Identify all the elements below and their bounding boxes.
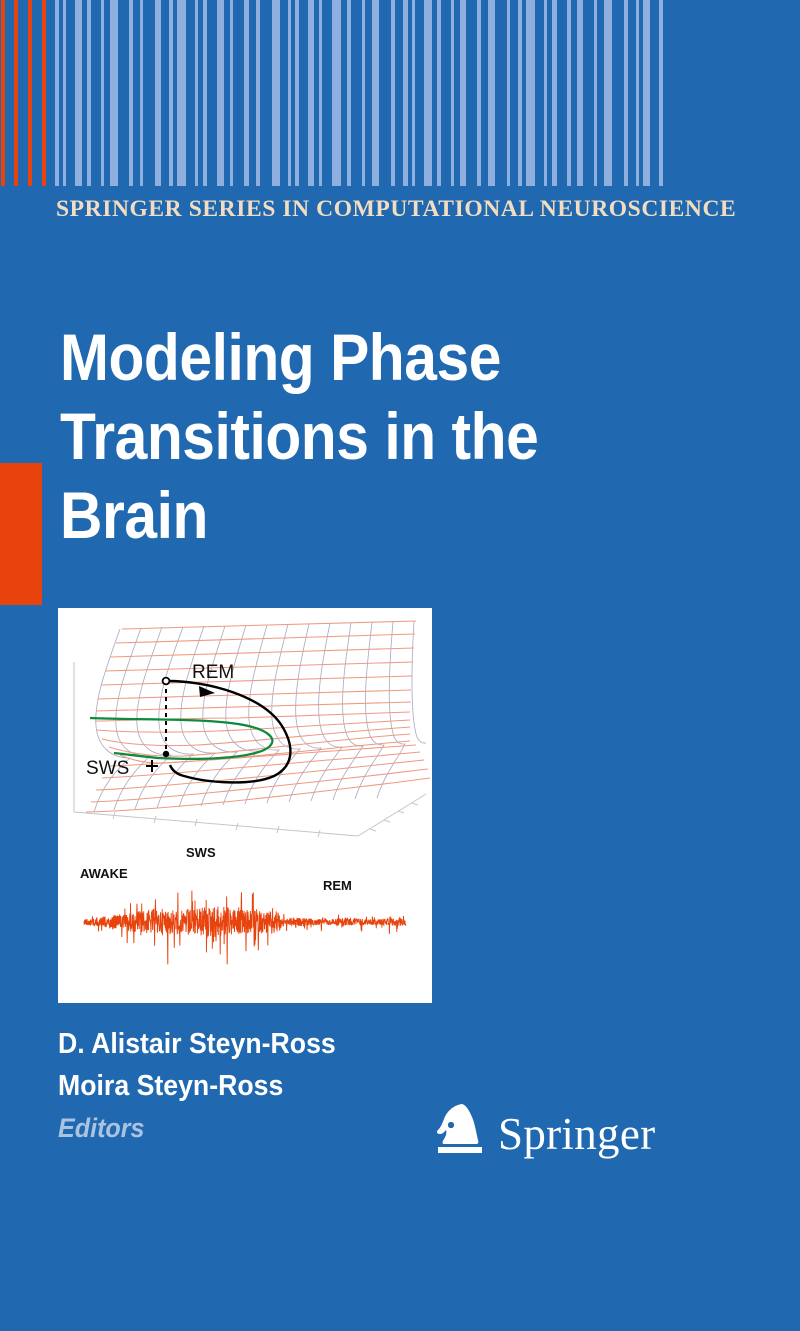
title-line-2: Transitions in the [60, 399, 539, 473]
stripe-light-20 [308, 0, 314, 186]
stripe-light-31 [451, 0, 454, 186]
plot-axes [73, 662, 427, 838]
stripe-light-43 [604, 0, 612, 186]
stripe-light-7 [140, 0, 143, 186]
author-name-2: Moira Steyn-Ross [58, 1070, 284, 1102]
stripe-band [0, 0, 800, 186]
stripe-light-3 [87, 0, 91, 186]
stripe-light-12 [203, 0, 207, 186]
stripe-light-45 [636, 0, 639, 186]
stripe-light-0 [55, 0, 59, 186]
stripe-light-10 [177, 0, 186, 186]
sws-plus-icon [146, 760, 158, 772]
eeg-trace-figure: AWAKE SWS REM [80, 845, 407, 965]
eeg-label-awake: AWAKE [80, 866, 128, 881]
stripe-light-42 [594, 0, 597, 186]
stripe-light-6 [129, 0, 133, 186]
stripe-light-30 [437, 0, 441, 186]
sws-label: SWS [86, 758, 129, 779]
stripe-light-23 [347, 0, 351, 186]
series-title: SPRINGER SERIES IN COMPUTATIONAL NEUROSC… [56, 196, 737, 222]
stripe-orange-3 [42, 0, 46, 186]
stripe-light-19 [295, 0, 299, 186]
stripe-light-47 [659, 0, 663, 186]
stripe-light-32 [460, 0, 466, 186]
stripe-light-24 [362, 0, 365, 186]
stripe-light-33 [477, 0, 481, 186]
stripe-light-46 [643, 0, 650, 186]
stripe-light-5 [110, 0, 118, 186]
stripe-light-18 [288, 0, 291, 186]
author-list: D. Alistair Steyn-Ross Moira Steyn-Ross [58, 1023, 454, 1107]
fold-curve [89, 716, 274, 761]
cover-figure-panel: REM SWS AWAKE SWS REM [58, 608, 432, 1003]
stripe-light-41 [577, 0, 583, 186]
eeg-label-sws: SWS [186, 845, 216, 860]
stripe-light-37 [526, 0, 535, 186]
author-name-1: D. Alistair Steyn-Ross [58, 1028, 336, 1060]
title-line-3: Brain [60, 478, 208, 552]
stripe-light-15 [244, 0, 249, 186]
rem-label: REM [192, 662, 234, 683]
stripe-light-35 [507, 0, 510, 186]
stripe-light-25 [372, 0, 379, 186]
stripe-light-8 [155, 0, 161, 186]
eeg-label-rem: REM [323, 878, 352, 893]
stripe-light-38 [544, 0, 547, 186]
stripe-orange-2 [28, 0, 32, 186]
springer-knight-icon [436, 1104, 482, 1153]
stripe-light-40 [567, 0, 571, 186]
trajectory-arrowhead [199, 686, 215, 697]
stripe-light-14 [230, 0, 233, 186]
stripe-light-34 [488, 0, 495, 186]
stripe-light-21 [319, 0, 322, 186]
surface-mesh-vertical [93, 620, 427, 813]
stripe-light-44 [624, 0, 628, 186]
stripe-light-16 [256, 0, 260, 186]
surface-plot-figure: REM SWS [73, 620, 431, 838]
editors-role-label: Editors [58, 1113, 145, 1143]
stripe-light-4 [101, 0, 104, 186]
stripe-light-9 [169, 0, 173, 186]
stripe-light-1 [63, 0, 66, 186]
stripe-light-26 [391, 0, 395, 186]
stripe-orange-0 [1, 0, 5, 186]
stripe-light-36 [518, 0, 522, 186]
stripe-light-27 [403, 0, 408, 186]
springer-logo: Springer [432, 1096, 655, 1158]
eeg-waveform [83, 890, 407, 965]
stripe-light-11 [195, 0, 198, 186]
orange-accent-block [0, 463, 42, 605]
stripe-light-28 [412, 0, 415, 186]
surface-mesh-horizontal [85, 620, 431, 813]
stripe-orange-1 [14, 0, 18, 186]
stripe-light-22 [332, 0, 341, 186]
title-line-1: Modeling Phase [60, 320, 501, 394]
rem-marker [161, 676, 171, 686]
trajectory-upper [167, 679, 292, 784]
stripe-light-2 [75, 0, 82, 186]
sws-marker [162, 750, 170, 758]
stripe-light-17 [272, 0, 280, 186]
page-title: Modeling Phase Transitions in the Brain [60, 318, 576, 555]
springer-wordmark: Springer [498, 1109, 656, 1159]
stripe-light-13 [217, 0, 224, 186]
eeg-waveform-path [83, 890, 407, 965]
stripe-light-39 [552, 0, 557, 186]
stripe-light-29 [424, 0, 432, 186]
